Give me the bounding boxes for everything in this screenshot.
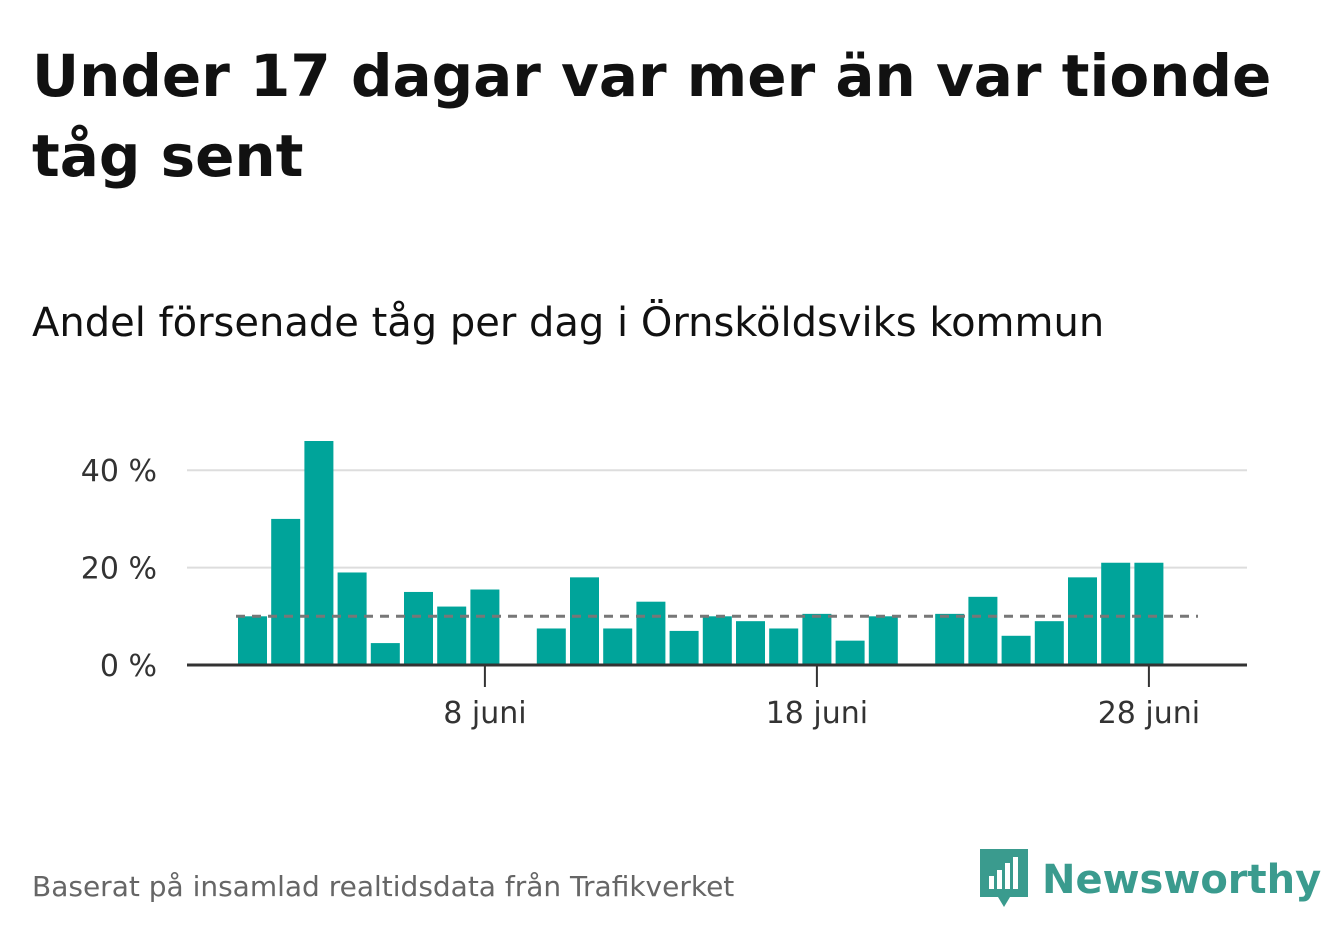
y-tick-label: 20 %	[81, 552, 157, 587]
bar	[669, 630, 699, 665]
bar	[935, 613, 965, 665]
bar	[470, 589, 500, 665]
bar	[536, 628, 566, 665]
bar	[968, 596, 998, 665]
bar	[1034, 621, 1064, 665]
bar	[769, 628, 799, 665]
bar	[868, 616, 898, 665]
newsworthy-logo: Newsworthy	[980, 848, 1321, 912]
bar	[1068, 577, 1097, 665]
logo-text: Newsworthy	[1042, 857, 1322, 903]
bar	[835, 640, 865, 665]
bar	[636, 601, 666, 665]
bar	[1101, 562, 1131, 665]
bar	[736, 621, 765, 665]
bar	[802, 613, 832, 665]
bar	[304, 441, 334, 665]
bar	[1001, 635, 1031, 665]
x-tick-label: 28 juni	[1098, 696, 1200, 731]
bar	[404, 591, 433, 665]
bar	[370, 643, 400, 665]
x-tick-label: 8 juni	[443, 696, 526, 731]
x-tick-label: 18 juni	[766, 696, 868, 731]
y-tick-label: 40 %	[81, 454, 157, 489]
newsworthy-bar-chart-icon	[980, 849, 1028, 907]
bar	[570, 577, 599, 665]
y-tick-label: 0 %	[100, 649, 157, 684]
chart-subtitle: Andel försenade tåg per dag i Örnsköldsv…	[32, 300, 1105, 346]
bar	[1134, 562, 1164, 665]
source-note: Baserat på insamlad realtidsdata från Tr…	[32, 870, 735, 903]
bar	[238, 616, 267, 665]
bar	[271, 518, 301, 665]
bar	[702, 616, 732, 665]
bar	[603, 628, 633, 665]
chart-title: Under 17 dagar var mer än var tionde tåg…	[32, 42, 1272, 190]
bar	[337, 572, 367, 665]
